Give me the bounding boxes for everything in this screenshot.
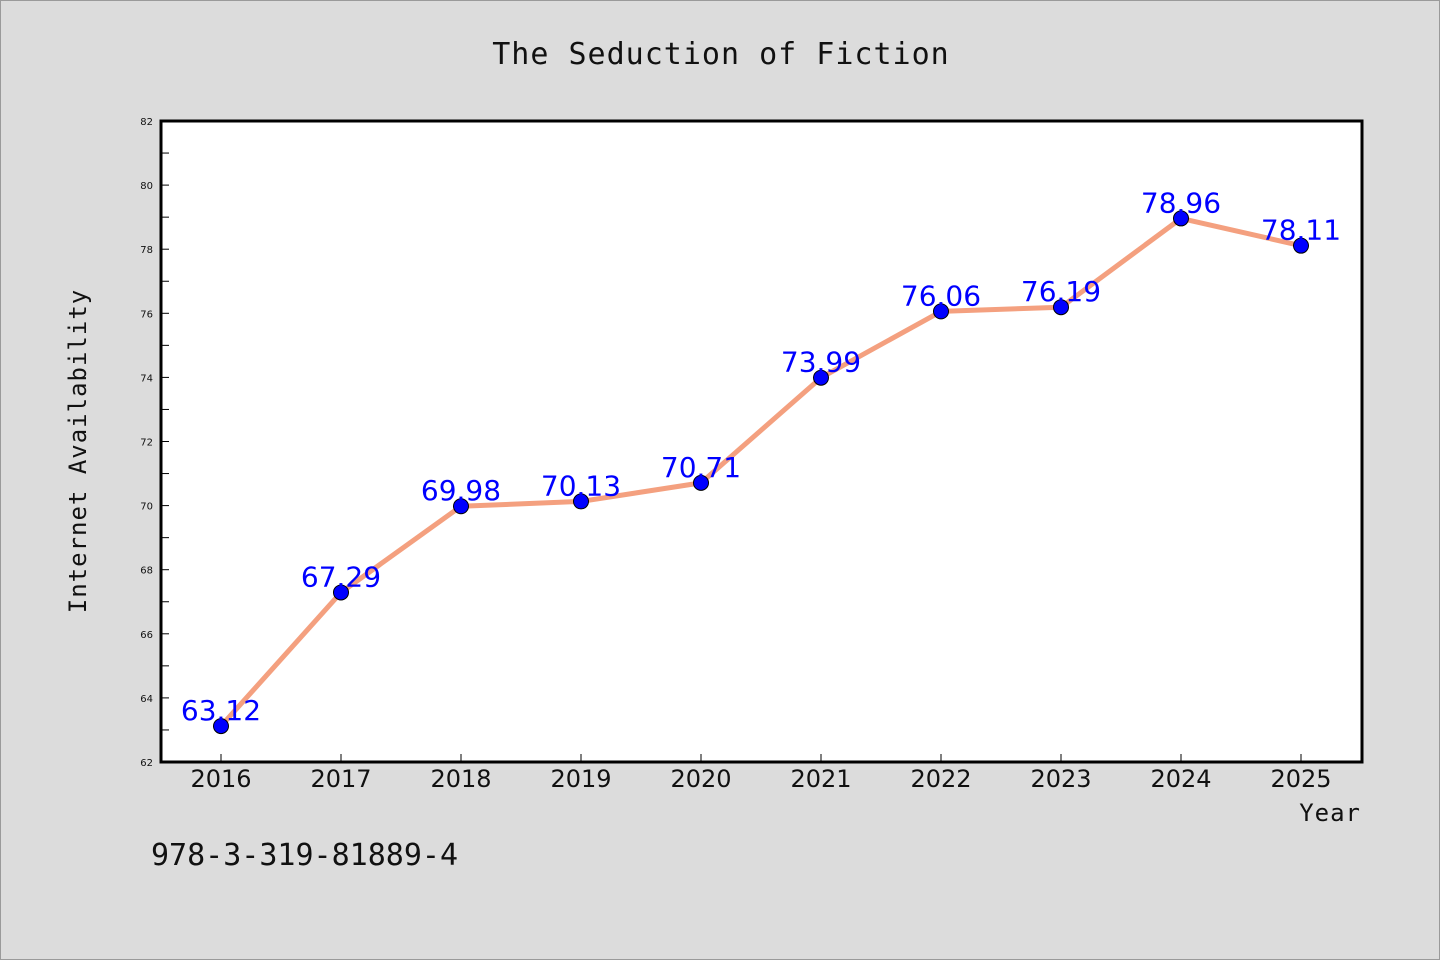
data-label: 70.13 xyxy=(541,469,621,502)
y-tick-label: 62 xyxy=(140,758,153,769)
y-tick-label: 70 xyxy=(140,502,153,513)
data-label: 67.29 xyxy=(301,560,381,593)
x-tick-label: 2017 xyxy=(310,765,371,793)
y-tick-label: 80 xyxy=(140,181,153,192)
series-line-group xyxy=(219,215,1302,728)
y-tick-label: 76 xyxy=(140,309,153,320)
data-point xyxy=(453,498,469,515)
x-tick-label: 2020 xyxy=(670,765,731,793)
series-line xyxy=(219,215,1302,728)
data-point xyxy=(1293,237,1309,254)
data-label: 76.06 xyxy=(901,279,981,312)
data-point xyxy=(213,718,229,735)
x-axis: 2016 2017 2018 2019 2020 2021 2022 2023 2024 2025 xyxy=(190,754,1332,793)
data-label: 78.96 xyxy=(1141,186,1221,219)
y-axis: 62 64 66 68 70 72 74 76 78 80 82 xyxy=(140,117,169,769)
x-tick-label: 2025 xyxy=(1270,765,1331,793)
x-tick-label: 2019 xyxy=(550,765,611,793)
plot-area xyxy=(159,119,1364,764)
data-label-group: 63.12 67.29 69.98 70.13 70.71 73.99 76.06 76.19… xyxy=(181,186,1341,727)
data-label: 76.19 xyxy=(1021,275,1101,308)
x-tick-label: 2016 xyxy=(190,765,251,793)
data-point xyxy=(813,369,829,386)
chart-title: The Seduction of Fiction xyxy=(492,37,949,72)
y-tick-label: 72 xyxy=(140,438,153,449)
y-tick-label: 74 xyxy=(140,373,153,384)
x-tick-label: 2021 xyxy=(790,765,851,793)
data-label: 69.98 xyxy=(421,474,501,507)
data-point xyxy=(693,474,709,491)
data-point xyxy=(333,584,349,601)
x-axis-title: Year xyxy=(1299,799,1361,827)
y-axis-title: Internet Availability xyxy=(64,289,92,613)
y-tick-label: 64 xyxy=(140,694,153,705)
x-tick-label: 2024 xyxy=(1150,765,1211,793)
y-tick-label: 82 xyxy=(140,117,153,128)
data-point xyxy=(1173,210,1189,227)
data-label: 70.71 xyxy=(661,451,741,484)
y-tick-label: 68 xyxy=(140,566,153,577)
x-tick-label: 2022 xyxy=(910,765,971,793)
data-point xyxy=(933,303,949,320)
data-label: 63.12 xyxy=(181,694,261,727)
marker-group xyxy=(213,210,1309,735)
data-point xyxy=(573,493,589,510)
data-point xyxy=(1053,299,1069,316)
data-label: 78.11 xyxy=(1261,214,1341,247)
data-label: 73.99 xyxy=(781,346,861,379)
x-tick-label: 2023 xyxy=(1030,765,1091,793)
x-tick-label: 2018 xyxy=(430,765,491,793)
isbn-text: 978-3-319-81889-4 xyxy=(151,838,458,873)
y-tick-label: 78 xyxy=(140,245,153,256)
y-tick-label: 66 xyxy=(140,630,153,641)
